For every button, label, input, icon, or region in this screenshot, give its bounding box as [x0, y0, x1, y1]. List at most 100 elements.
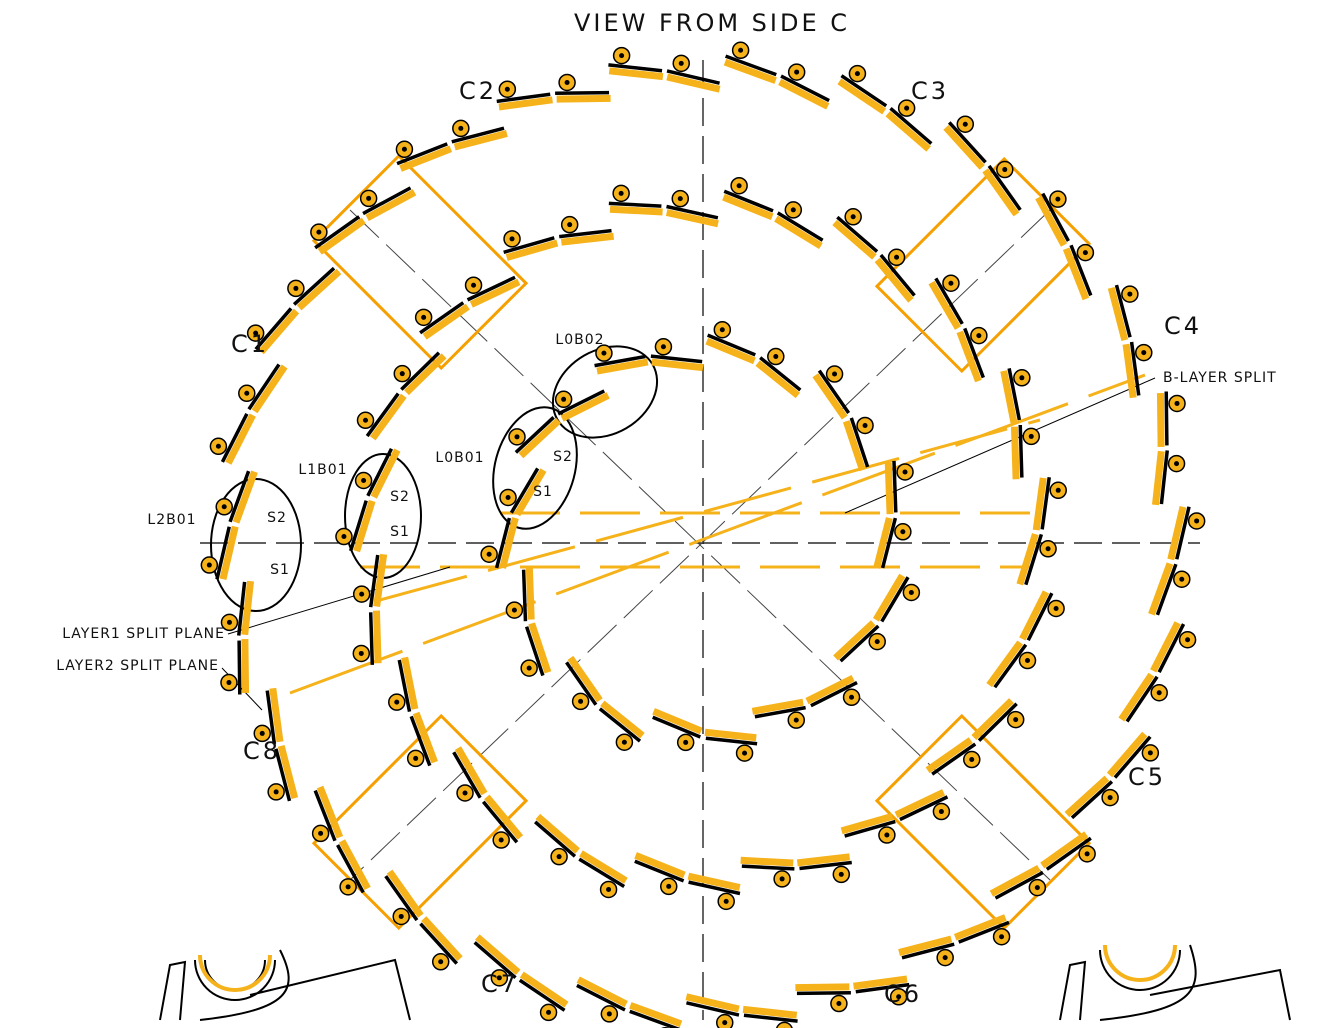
stave-hole — [318, 830, 324, 836]
stave — [524, 626, 545, 677]
stave-hole — [259, 730, 265, 736]
stave-hole — [942, 955, 948, 961]
stave-base — [894, 789, 946, 819]
stave — [993, 643, 1028, 689]
stave-hole — [514, 434, 520, 440]
stave — [362, 186, 412, 216]
stave-base — [373, 553, 388, 607]
stave — [1159, 450, 1169, 505]
stave — [598, 707, 642, 743]
stave-base — [453, 130, 508, 151]
side-label: S1 — [533, 484, 553, 500]
stave-hole — [561, 396, 567, 402]
stave — [840, 74, 888, 108]
stave-hole — [854, 71, 860, 77]
stave-base — [372, 610, 382, 664]
stave-hole — [1147, 750, 1153, 756]
stave-hole — [401, 146, 407, 152]
stave-base — [629, 1002, 683, 1028]
title: VIEW FROM SIDE C — [574, 9, 850, 37]
stave — [368, 612, 375, 665]
stave-hole — [394, 699, 400, 705]
stave — [1007, 368, 1022, 421]
stave-hole — [793, 717, 799, 723]
stave-base — [943, 125, 985, 170]
stave — [397, 659, 412, 712]
stave-hole — [526, 665, 532, 671]
stave-base — [296, 268, 342, 311]
annotation: B-LAYER SPLIT — [1163, 370, 1277, 386]
stave — [780, 74, 830, 103]
stave-base — [1035, 195, 1068, 247]
stave — [889, 106, 933, 145]
stave-base — [576, 976, 628, 1008]
stave-hole — [1156, 690, 1162, 696]
stave — [1125, 675, 1159, 723]
stave-hole — [969, 757, 975, 763]
stave-base — [832, 219, 877, 260]
stave — [799, 860, 852, 871]
stave-hole — [660, 344, 666, 350]
stave-base — [1106, 731, 1148, 778]
stave-base — [884, 462, 894, 515]
stave-base — [1150, 621, 1181, 673]
stave-base — [469, 278, 521, 308]
annotation: LAYER1 SPLIT PLANE — [62, 626, 225, 642]
stave-base — [986, 640, 1024, 688]
stave-base — [241, 638, 250, 694]
stave — [534, 820, 577, 858]
stave-hole — [498, 837, 504, 843]
stave — [1041, 192, 1070, 242]
stave-hole — [606, 886, 612, 892]
stave-tab — [775, 1021, 793, 1028]
stave — [849, 417, 870, 468]
stave-base — [1064, 775, 1110, 818]
stave — [265, 690, 277, 745]
side-label: S1 — [390, 524, 410, 540]
stave-base — [1107, 287, 1129, 342]
stave-hole — [678, 60, 684, 66]
stave-hole — [1002, 167, 1008, 173]
stave — [994, 870, 1044, 900]
stave — [931, 742, 977, 776]
stave-base — [528, 622, 552, 674]
stave-base — [484, 794, 524, 840]
stave — [706, 333, 756, 357]
stave-base — [685, 993, 740, 1013]
stave — [514, 416, 555, 454]
stave-hole — [874, 639, 880, 645]
stave — [1045, 836, 1092, 871]
stave — [1024, 533, 1044, 586]
stave-base — [251, 364, 288, 414]
stave — [817, 369, 851, 415]
stave — [336, 844, 365, 894]
stave-hole — [884, 832, 890, 838]
stave-base — [475, 934, 521, 975]
stave — [452, 751, 482, 799]
stave-base — [317, 217, 366, 255]
stave — [836, 215, 879, 253]
stave-hole — [794, 69, 800, 75]
stave-base — [269, 687, 284, 743]
stave-hole — [316, 229, 322, 235]
stave-hole — [719, 327, 725, 333]
side-label: S1 — [270, 562, 290, 578]
stave-base — [401, 656, 419, 710]
stave — [650, 354, 703, 364]
stave-base — [369, 393, 407, 441]
stave — [503, 236, 555, 255]
stave — [473, 941, 517, 980]
stave — [565, 661, 598, 706]
stave — [1157, 623, 1186, 673]
stave — [494, 517, 512, 569]
stave — [481, 800, 519, 844]
stave-hole — [253, 330, 259, 336]
stave-hole — [904, 105, 910, 111]
stave-base — [556, 94, 611, 103]
stave-base — [971, 698, 1014, 740]
stave — [555, 90, 610, 96]
stave-hole — [849, 694, 855, 700]
stave-hole — [1084, 851, 1090, 857]
stave-hole — [341, 534, 347, 540]
